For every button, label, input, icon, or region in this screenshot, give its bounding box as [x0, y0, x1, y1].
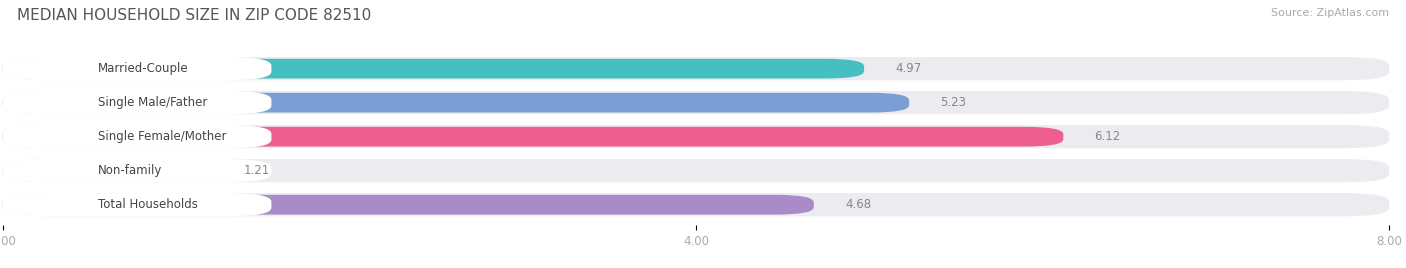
Text: 4.97: 4.97	[896, 62, 921, 75]
Text: 5.23: 5.23	[941, 96, 966, 109]
Text: Total Households: Total Households	[98, 198, 198, 211]
FancyBboxPatch shape	[3, 161, 212, 181]
Text: MEDIAN HOUSEHOLD SIZE IN ZIP CODE 82510: MEDIAN HOUSEHOLD SIZE IN ZIP CODE 82510	[17, 8, 371, 23]
Text: 1.21: 1.21	[243, 164, 270, 177]
FancyBboxPatch shape	[3, 193, 271, 216]
Text: Married-Couple: Married-Couple	[98, 62, 188, 75]
FancyBboxPatch shape	[3, 159, 1389, 182]
Text: Single Female/Mother: Single Female/Mother	[98, 130, 226, 143]
FancyBboxPatch shape	[3, 57, 1389, 80]
FancyBboxPatch shape	[3, 93, 910, 113]
FancyBboxPatch shape	[3, 125, 1389, 148]
Text: Non-family: Non-family	[98, 164, 163, 177]
Text: 6.12: 6.12	[1094, 130, 1121, 143]
FancyBboxPatch shape	[3, 125, 271, 148]
FancyBboxPatch shape	[3, 159, 271, 182]
FancyBboxPatch shape	[3, 91, 1389, 114]
FancyBboxPatch shape	[3, 127, 1063, 147]
FancyBboxPatch shape	[3, 91, 271, 114]
FancyBboxPatch shape	[3, 59, 865, 79]
FancyBboxPatch shape	[3, 193, 1389, 216]
FancyBboxPatch shape	[3, 57, 271, 80]
Text: Single Male/Father: Single Male/Father	[98, 96, 208, 109]
Text: Source: ZipAtlas.com: Source: ZipAtlas.com	[1271, 8, 1389, 18]
Text: 4.68: 4.68	[845, 198, 872, 211]
FancyBboxPatch shape	[3, 195, 814, 215]
